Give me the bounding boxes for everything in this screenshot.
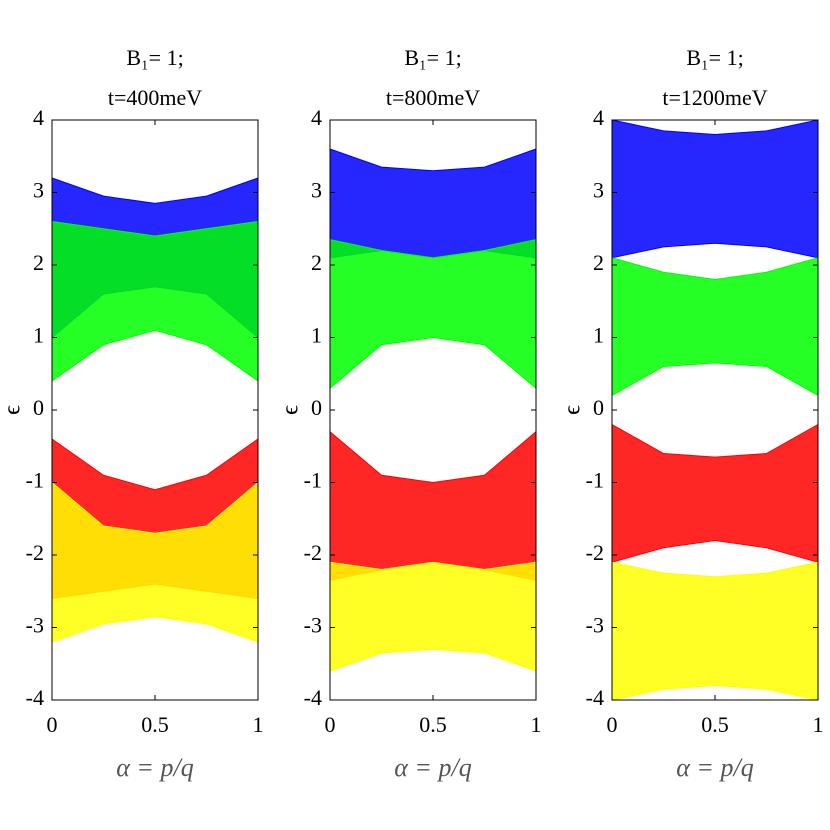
energy-band [611, 257, 819, 397]
y-tick-label: 0 [593, 395, 604, 420]
y-tick-label: 2 [593, 250, 604, 275]
y-axis-label: ϵ [560, 405, 586, 415]
x-tick-label: 0.5 [141, 712, 169, 737]
x-axis-label: α = p/q [116, 753, 193, 782]
panel-title: B₁= 1; [404, 45, 461, 70]
energy-band [51, 220, 259, 382]
y-tick-label: 4 [593, 105, 604, 130]
energy-band [611, 119, 819, 259]
y-tick-label: 1 [311, 323, 322, 348]
x-tick-label: 1 [253, 712, 264, 737]
x-tick-label: 0.5 [419, 712, 447, 737]
panel-subtitle: t=400meV [108, 85, 202, 110]
x-tick-label: 1 [531, 712, 542, 737]
y-tick-label: 4 [311, 105, 322, 130]
y-tick-label: -1 [586, 468, 604, 493]
y-tick-label: 0 [33, 395, 44, 420]
y-tick-label: -4 [304, 685, 322, 710]
x-tick-label: 0.5 [701, 712, 729, 737]
y-tick-label: 1 [33, 323, 44, 348]
y-tick-label: -3 [586, 613, 604, 638]
y-axis-label: ϵ [0, 405, 26, 415]
x-axis-label: α = p/q [394, 753, 471, 782]
energy-band [611, 423, 819, 563]
energy-band [329, 561, 537, 672]
y-tick-label: -4 [26, 685, 44, 710]
y-tick-label: -3 [26, 613, 44, 638]
y-tick-label: 2 [311, 250, 322, 275]
y-tick-label: 3 [593, 178, 604, 203]
y-tick-label: -2 [304, 540, 322, 565]
panel-subtitle: t=1200meV [662, 85, 767, 110]
x-tick-label: 0 [607, 712, 618, 737]
y-axis-label: ϵ [278, 405, 304, 415]
x-axis-label: α = p/q [676, 753, 753, 782]
panel-title: B₁= 1; [126, 45, 183, 70]
energy-band [611, 561, 819, 701]
y-tick-label: -3 [304, 613, 322, 638]
y-tick-label: 1 [593, 323, 604, 348]
panel-subtitle: t=800meV [386, 85, 480, 110]
y-tick-label: 3 [33, 178, 44, 203]
panel-title: B₁= 1; [686, 45, 743, 70]
y-tick-label: -2 [26, 540, 44, 565]
x-tick-label: 0 [325, 712, 336, 737]
energy-band [329, 148, 537, 259]
y-tick-label: -4 [586, 685, 604, 710]
x-tick-label: 1 [813, 712, 824, 737]
energy-band [329, 239, 537, 390]
energy-band [329, 430, 537, 581]
y-tick-label: -1 [304, 468, 322, 493]
y-tick-label: 4 [33, 105, 44, 130]
y-tick-label: -2 [586, 540, 604, 565]
y-tick-label: 3 [311, 178, 322, 203]
y-tick-label: 2 [33, 250, 44, 275]
x-tick-label: 0 [47, 712, 58, 737]
y-tick-label: -1 [26, 468, 44, 493]
y-tick-label: 0 [311, 395, 322, 420]
